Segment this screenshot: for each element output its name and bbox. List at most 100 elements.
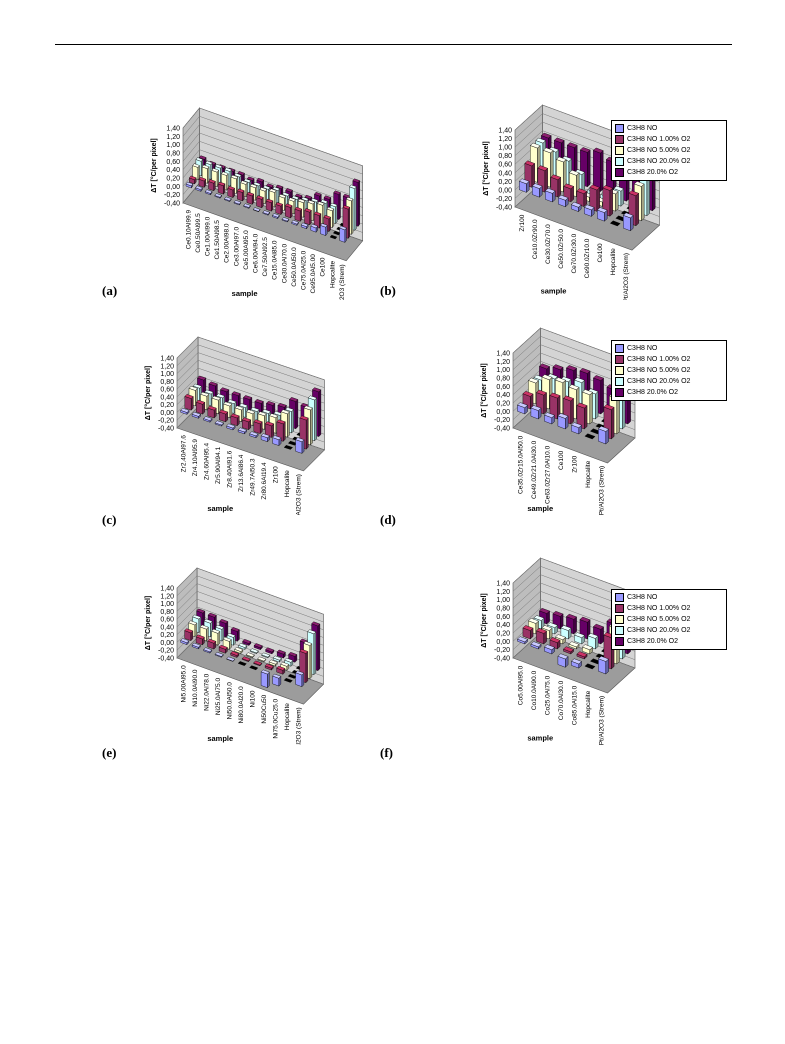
bar-top <box>540 132 552 139</box>
bar-top <box>222 636 232 642</box>
bar <box>207 405 217 419</box>
gridline <box>182 141 363 200</box>
bar-top <box>278 193 287 199</box>
bar-top <box>574 377 585 383</box>
bar <box>272 435 282 447</box>
bar-top <box>603 404 615 411</box>
bar-top <box>215 624 225 630</box>
legend-item: C3H8 NO 5.00% O2 <box>615 614 723 625</box>
bar <box>517 636 528 645</box>
bar <box>283 445 293 450</box>
bar <box>241 417 252 431</box>
bar-top <box>557 194 569 201</box>
bar-top <box>342 205 351 210</box>
bar-top <box>260 433 270 439</box>
legend-label: C3H8 NO <box>627 345 658 352</box>
bar-side <box>267 671 270 689</box>
bar-top <box>269 188 277 193</box>
legend-label: C3H8 20.0% O2 <box>627 389 678 396</box>
bar <box>203 647 213 654</box>
category-label: Zr13.6Al86.4 <box>238 454 245 492</box>
bar-top <box>539 608 550 614</box>
bar <box>253 660 263 667</box>
bar <box>294 206 303 222</box>
y-tick-label: 0,20 <box>160 632 174 639</box>
bar <box>257 656 267 663</box>
bar-top <box>294 193 303 198</box>
bar-top <box>224 167 232 172</box>
chart-f: -0,40 -0,20 0,00 0,20 0,40 0,60 0,80 1,00 1,20 1,… <box>395 520 785 765</box>
bar-top <box>218 409 229 415</box>
bar-top <box>243 395 253 400</box>
panel-label-e: (e) <box>102 745 117 760</box>
y-tick-label: 1,00 <box>160 601 174 608</box>
bar-top <box>214 164 223 169</box>
y-axis-label: ΔT [°C/per pixel] <box>144 366 152 421</box>
bar-top <box>195 185 203 190</box>
bar-top <box>528 618 539 624</box>
bar-top <box>281 217 290 222</box>
bar-top <box>289 397 299 402</box>
bar <box>214 651 224 658</box>
bar-top <box>246 409 256 415</box>
bar-top <box>555 634 566 641</box>
bar-top <box>349 184 357 189</box>
bar-top <box>241 656 251 662</box>
bar <box>253 643 263 651</box>
bar-top <box>191 411 201 417</box>
legend-item: C3H8 20.0% O2 <box>615 167 723 178</box>
bar-top <box>200 391 210 397</box>
legend-item: C3H8 NO 20.0% O2 <box>615 625 723 636</box>
bar <box>329 234 338 240</box>
bar-top <box>582 644 593 651</box>
bar <box>214 420 224 427</box>
category-label: Co70.0Al30.0 <box>558 680 565 720</box>
bar-side <box>584 405 588 430</box>
bar-top <box>275 202 283 207</box>
bar <box>191 642 201 650</box>
bar-top <box>544 412 555 418</box>
bar-top <box>552 364 564 371</box>
bar-top <box>566 613 577 620</box>
bar <box>517 402 528 415</box>
bar-top <box>320 223 328 228</box>
bar <box>584 663 596 670</box>
bar-top <box>317 201 325 206</box>
legend-item: C3H8 NO 20.0% O2 <box>615 156 723 167</box>
legend-label: C3H8 20.0% O2 <box>627 169 678 176</box>
bar-side <box>600 150 604 193</box>
bar <box>198 176 207 188</box>
bar-top <box>291 195 300 200</box>
bar <box>530 405 542 420</box>
bar-side <box>570 398 574 425</box>
bar-top <box>264 663 274 669</box>
bar-top <box>304 208 312 213</box>
y-tick-label: -0,40 <box>164 201 180 208</box>
bar-side <box>543 392 547 415</box>
bar-top <box>524 160 536 167</box>
bar <box>582 644 593 655</box>
bar <box>237 661 247 666</box>
bar <box>180 407 190 415</box>
category-label: Ce90.0Zr10.0 <box>584 238 591 278</box>
category-label: Zr2.40Al97.6 <box>180 435 187 473</box>
bar <box>242 638 252 646</box>
bar-top <box>276 649 286 655</box>
legend-label: C3H8 NO <box>627 594 658 601</box>
y-tick-label: 0,20 <box>166 176 180 183</box>
bar-top <box>254 399 264 404</box>
bar-top <box>260 669 270 675</box>
gridline <box>176 591 324 638</box>
bar-top <box>285 188 293 193</box>
bar-top <box>236 188 245 193</box>
bar-top <box>339 225 347 231</box>
category-label: Ce3.00Al97.0 <box>233 227 240 267</box>
y-tick-label: 0,00 <box>496 409 510 416</box>
y-tick-label: 1,20 <box>160 363 174 370</box>
category-label: Co10.0Al90.0 <box>531 670 538 710</box>
y-tick-label: 0,20 <box>160 402 174 409</box>
y-tick-label: 0,60 <box>166 159 180 166</box>
category-label: Co25.0Al75.0 <box>544 675 551 715</box>
bar-top <box>307 395 318 401</box>
legend-swatch <box>615 355 624 364</box>
